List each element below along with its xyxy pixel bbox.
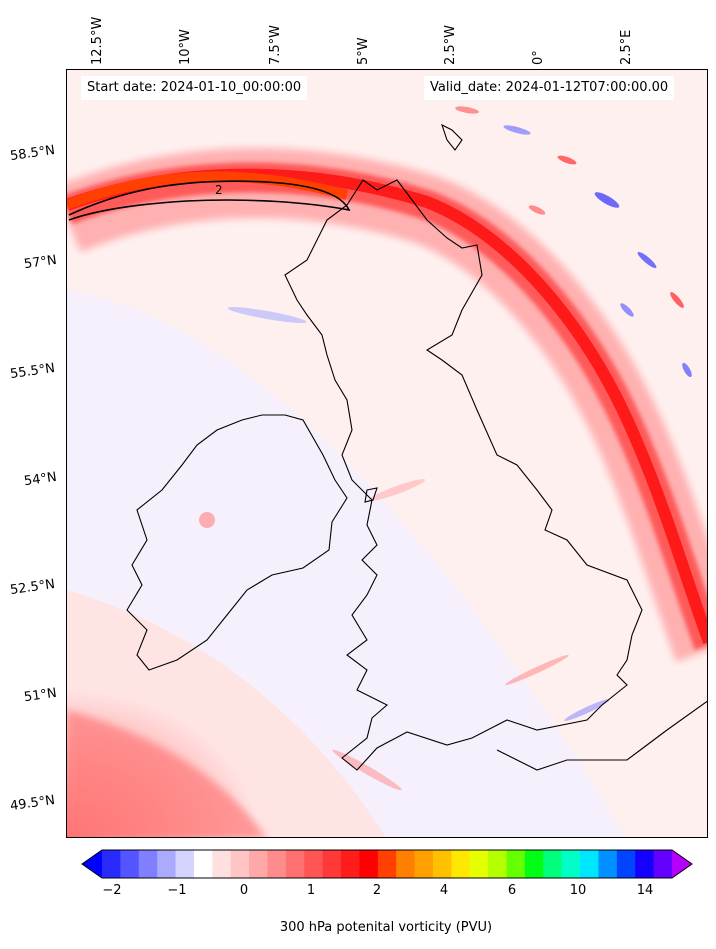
colorbar-tick: 4 (439, 883, 449, 898)
lat-label-52-5n: 52.5°N (9, 576, 56, 599)
colorbar-segment (451, 850, 471, 878)
scattered-pv-features (199, 307, 610, 791)
colorbar-segment (138, 850, 158, 878)
ireland-coast (126, 414, 348, 671)
pv-map: 2 (67, 70, 707, 837)
contour-label: 2 (215, 183, 223, 197)
colorbar-segment (396, 850, 416, 878)
lat-label-54n: 54°N (23, 469, 58, 490)
colorbar-segment (341, 850, 360, 878)
colorbar-segment (635, 850, 655, 878)
lon-label-2-5e: 2.5°E (619, 29, 634, 65)
colorbar-segment (616, 850, 636, 878)
colorbar-extend-max (672, 850, 692, 878)
northeast-pv-noise (455, 106, 692, 378)
colorbar-tick: −2 (102, 883, 122, 898)
lat-label-58-5n: 58.5°N (9, 142, 56, 165)
lon-label-12-5w: 12.5°W (90, 16, 105, 65)
lat-label-55-5n: 55.5°N (9, 360, 56, 383)
colorbar-segment (285, 850, 305, 878)
colorbar-segment (377, 850, 397, 878)
colorbar-segment (359, 850, 379, 878)
colorbar-segment (543, 850, 563, 878)
colorbar-segment (488, 850, 508, 878)
coastlines (126, 123, 707, 771)
colorbar-segment (249, 850, 268, 878)
colorbar-outline (81, 849, 693, 879)
colorbar-segment (267, 850, 287, 878)
colorbar-segment (506, 850, 526, 878)
great-britain-coast (284, 179, 643, 771)
colorbar-tick: 2 (372, 883, 382, 898)
colorbar-segment (230, 850, 250, 878)
colorbar-segment (304, 850, 324, 878)
colorbar-segment (432, 850, 452, 878)
isle-of-man-coast (364, 487, 378, 503)
lon-label-0: 0° (531, 50, 546, 65)
france-coast (496, 700, 707, 771)
colorbar-tick: −1 (167, 883, 187, 898)
colorbar-segment (598, 850, 618, 878)
lat-label-51n: 51°N (23, 685, 58, 706)
lat-label-49-5n: 49.5°N (9, 792, 56, 815)
colorbar-tick: 0 (239, 883, 249, 898)
pv-band-orange-core (67, 171, 349, 210)
colorbar-segment (193, 850, 213, 878)
colorbar-tick: 1 (306, 883, 316, 898)
map-panel: 2 (66, 69, 708, 838)
colorbar-label: 300 hPa potenital vorticity (PVU) (279, 920, 493, 935)
lon-label-2-5w: 2.5°W (443, 24, 458, 65)
colorbar-segment (561, 850, 581, 878)
colorbar-tick: 14 (636, 883, 654, 898)
colorbar-segment (414, 850, 434, 878)
colorbar-segment (469, 850, 489, 878)
colorbar-segment (322, 850, 342, 878)
colorbar-segment (524, 850, 544, 878)
valid-date-label: Valid_date: 2024-01-12T07:00:00.00 (424, 76, 675, 100)
start-date-label: Start date: 2024-01-10_00:00:00 (81, 76, 308, 100)
colorbar-tick: 10 (569, 883, 587, 898)
lat-label-57n: 57°N (23, 252, 58, 273)
lon-label-7-5w: 7.5°W (268, 24, 283, 65)
pv-2-contour (68, 180, 351, 221)
colorbar-segment (175, 850, 195, 878)
colorbar-segment (580, 850, 599, 878)
lon-label-10w: 10°W (178, 29, 193, 65)
colorbar-segment (157, 850, 177, 878)
colorbar-segment (102, 850, 121, 878)
colorbar (81, 849, 693, 879)
colorbar-segment (120, 850, 140, 878)
colorbar-segment (212, 850, 232, 878)
lon-label-5w: 5°W (356, 37, 371, 65)
southwest-pv-core (67, 710, 266, 837)
colorbar-segment (653, 850, 673, 878)
orkney-coast (441, 123, 463, 151)
colorbar-tick: 6 (507, 883, 517, 898)
colorbar-extend-min (82, 850, 102, 878)
